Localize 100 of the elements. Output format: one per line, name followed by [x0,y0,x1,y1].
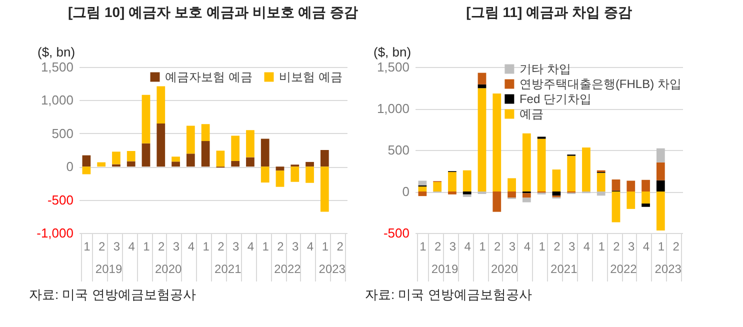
bar [612,179,620,191]
x-tick-label: 4 [247,240,254,254]
legend-label: 비보험 예금 [279,70,342,84]
x-tick-label: 1 [143,240,150,254]
text: 2023 [654,262,682,276]
x-tick-label: 2 [613,240,620,254]
bar [201,141,210,167]
bar [552,192,561,196]
x-tick-label: 2 [672,240,680,254]
bar [276,170,284,187]
bar [142,143,150,167]
bar [537,138,546,192]
bar [462,170,472,192]
bar [126,161,136,167]
bar [186,126,195,154]
x-tick-label: 3 [449,240,456,254]
y-tick-label: 500 [52,126,74,141]
bar [186,154,195,167]
text: 2021 [550,262,578,276]
bar [612,192,620,222]
bar [290,166,300,182]
bar [656,162,665,180]
x-tick-label: 3 [232,240,240,254]
y-tick-label: 1,000 [40,92,74,108]
x-tick-label: 1 [322,240,329,254]
x-tick-label: 3 [113,240,120,254]
bar [462,194,472,197]
x-tick-label: 2 [158,240,166,254]
bar [82,155,91,167]
bar [172,156,180,162]
bar [82,166,91,174]
bar [522,198,531,202]
x-tick-label: 1 [202,240,210,254]
y-axis-title: ($, bn) [38,44,76,60]
bar [567,156,576,192]
x-tick-label: 3 [628,240,636,254]
bar [626,180,636,192]
y-tick-label: 500 [388,142,410,158]
y-tick-label: 1,500 [376,60,410,74]
x-tick-label: 1 [479,240,486,254]
chart-title: [그림 11] 예금과 차입 증감 [466,4,632,20]
bar [478,72,486,84]
legend-label: Fed 단기차입 [519,92,592,106]
y-tick-label: 1,000 [376,101,410,116]
bar [508,192,516,198]
bar [508,178,516,192]
y-tick-label: -500 [47,192,74,208]
x-tick-label: 3 [568,240,576,254]
x-tick-label: 2 [494,240,502,254]
bar [156,86,166,124]
bar [642,204,650,207]
x-tick-label: 4 [524,240,531,254]
text: 자료: 미국 연방예금보험공사 [365,287,532,302]
bar [306,162,314,167]
text: 2020 [490,262,518,276]
x-tick-label: 2 [554,240,561,254]
bar [231,160,240,167]
bar [126,150,136,162]
bar [492,94,502,192]
bar [433,182,442,192]
bar [582,148,590,192]
bar [246,157,254,167]
y-tick-label: -1,000 [36,226,74,240]
bar [478,84,486,88]
y-tick-label: -500 [383,226,410,240]
bar [112,152,120,164]
bar [596,192,606,196]
bar [320,166,329,212]
legend-label: 기타 차입 [519,62,571,76]
bar [492,192,502,212]
chart-title: [그림 10] 예금자 보호 예금과 비보호 예금 증감 [68,4,358,20]
text: 2020 [154,262,182,276]
bar [642,192,650,204]
x-tick-label: 3 [292,240,300,254]
x-tick-label: 1 [658,240,665,254]
x-tick-label: 4 [583,240,590,254]
bar [97,162,106,167]
bar [216,150,225,167]
bar [156,123,166,167]
bar [478,88,486,192]
y-tick-label: 0 [66,159,74,174]
x-tick-label: 1 [84,240,91,254]
x-tick-label: 4 [464,240,472,254]
text: 2022 [274,262,302,276]
bar [626,192,636,209]
text: 2023 [318,262,346,276]
text: 2021 [214,262,242,276]
bar [552,170,561,192]
y-tick-label: 0 [402,184,410,199]
x-tick-label: 1 [420,240,427,254]
x-tick-label: 4 [188,240,195,254]
bar [656,148,665,162]
bar [418,180,427,186]
text: 2019 [431,262,458,276]
bar [260,166,270,183]
text: 자료: 미국 연방예금보험공사 [29,287,196,302]
x-tick-label: 2 [98,240,106,254]
bar [596,172,606,192]
x-tick-label: 2 [218,240,225,254]
y-tick-label: 1,500 [40,60,74,74]
